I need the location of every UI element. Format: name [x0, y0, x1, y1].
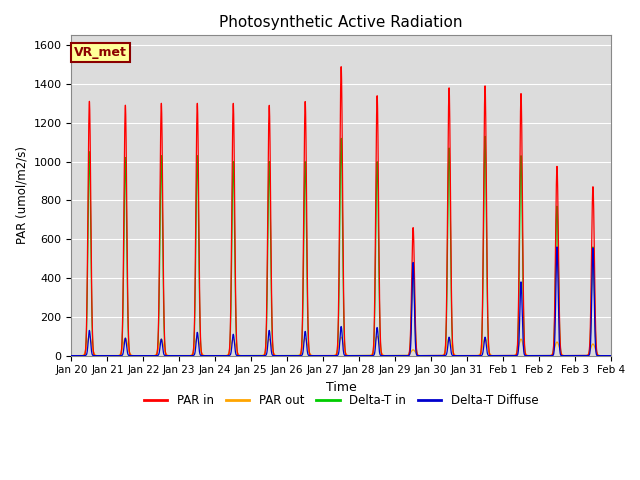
Title: Photosynthetic Active Radiation: Photosynthetic Active Radiation: [220, 15, 463, 30]
Text: VR_met: VR_met: [74, 46, 127, 59]
Y-axis label: PAR (umol/m2/s): PAR (umol/m2/s): [15, 146, 28, 244]
X-axis label: Time: Time: [326, 381, 356, 394]
Legend: PAR in, PAR out, Delta-T in, Delta-T Diffuse: PAR in, PAR out, Delta-T in, Delta-T Dif…: [139, 390, 543, 412]
